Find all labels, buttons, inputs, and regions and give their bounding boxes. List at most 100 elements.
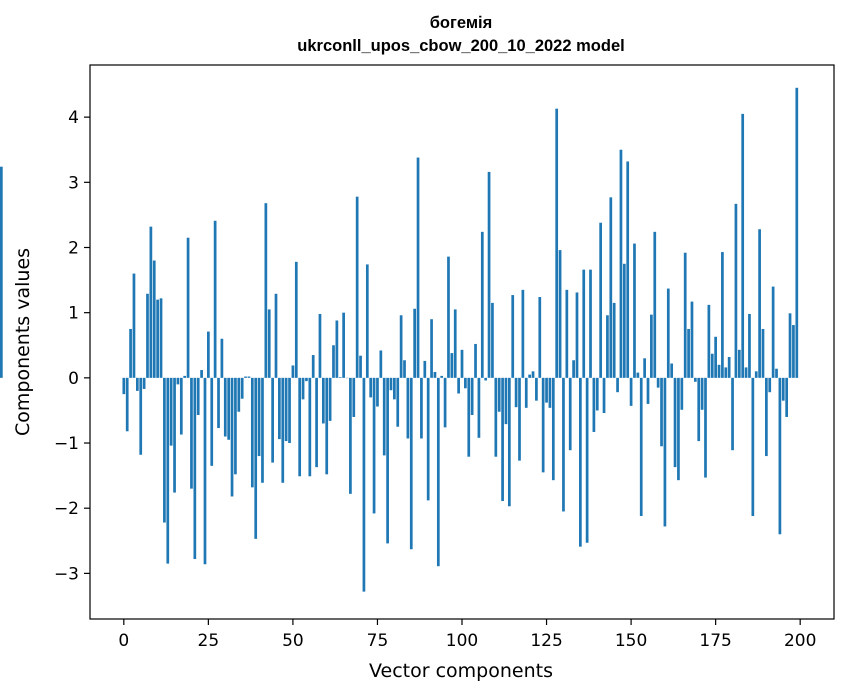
plot-frame	[89, 64, 835, 620]
bar	[305, 377, 308, 382]
bar	[636, 372, 640, 378]
bar	[551, 377, 555, 481]
bar	[504, 377, 508, 425]
bar	[612, 302, 616, 378]
bar	[247, 376, 251, 378]
x-tick-label: 100	[446, 631, 478, 651]
bar	[135, 377, 139, 391]
bar	[325, 377, 329, 475]
bar	[467, 377, 471, 457]
x-tick-label: 25	[198, 631, 220, 651]
bar	[639, 377, 643, 517]
bar	[579, 377, 582, 547]
bar	[156, 299, 159, 378]
x-tick-label: 150	[615, 631, 647, 651]
bar	[653, 231, 657, 378]
bar	[244, 376, 247, 378]
bar	[477, 377, 481, 438]
bar	[460, 349, 464, 378]
bar	[362, 377, 366, 592]
bar	[281, 377, 285, 483]
bar	[656, 377, 660, 388]
bar	[754, 371, 758, 378]
bar	[741, 113, 745, 378]
x-tick-label: 175	[699, 631, 731, 651]
bar	[169, 377, 173, 446]
y-tick-label: 0	[68, 369, 79, 389]
bar	[541, 377, 545, 473]
bar	[318, 313, 322, 378]
bar	[731, 377, 734, 451]
bar	[555, 108, 559, 378]
bar	[203, 377, 207, 565]
bar	[514, 377, 518, 408]
bar	[271, 377, 274, 463]
bar	[200, 370, 203, 378]
bar	[413, 308, 417, 378]
bar	[210, 377, 214, 466]
bar	[278, 377, 281, 440]
bar	[480, 231, 484, 378]
bar	[474, 343, 477, 378]
bar	[548, 377, 552, 408]
bar	[416, 157, 420, 378]
bar	[528, 374, 531, 378]
bar	[724, 367, 728, 378]
bar	[700, 377, 704, 410]
bar	[727, 356, 731, 378]
x-axis-label: Vector components	[369, 660, 553, 682]
bar	[173, 377, 176, 493]
x-tick-label: 0	[118, 631, 129, 651]
bar	[666, 288, 670, 378]
bar	[393, 377, 396, 400]
bar	[565, 289, 569, 378]
y-axis-label: Components values	[12, 248, 34, 436]
bar	[683, 252, 687, 378]
bar	[369, 377, 373, 398]
bar	[761, 328, 765, 378]
bar	[230, 377, 234, 497]
bar	[606, 315, 609, 378]
bar	[379, 350, 383, 378]
bar	[599, 222, 603, 378]
bar	[453, 309, 457, 378]
bar	[196, 377, 200, 415]
bar	[166, 377, 170, 564]
bar	[321, 377, 325, 424]
bar	[487, 171, 491, 378]
bar	[403, 360, 406, 378]
y-tick-label: 1	[68, 304, 79, 324]
bar	[545, 377, 548, 403]
bar	[274, 293, 278, 378]
bar	[149, 226, 153, 378]
bar	[589, 269, 592, 378]
bar	[311, 355, 315, 378]
bar	[558, 250, 562, 378]
bar	[785, 377, 789, 417]
bar	[220, 338, 224, 378]
bar	[758, 229, 761, 378]
bar	[291, 365, 295, 378]
bar	[436, 377, 440, 567]
bar	[440, 375, 444, 378]
bar	[535, 377, 538, 401]
bar	[464, 377, 467, 389]
bar	[372, 377, 376, 514]
bar	[179, 377, 183, 435]
bar	[507, 377, 511, 507]
y-tick-label: −1	[54, 434, 79, 454]
chart-subtitle: ukrconll_upos_cbow_200_10_2022 model	[297, 37, 624, 55]
bar	[792, 325, 795, 378]
bar	[680, 377, 684, 410]
bar	[386, 377, 389, 544]
bar	[575, 292, 579, 378]
bar	[142, 377, 146, 389]
bar	[227, 377, 231, 440]
bar	[619, 149, 623, 378]
bar	[328, 377, 332, 421]
bar	[660, 377, 663, 447]
bar	[152, 260, 156, 378]
bar	[795, 87, 799, 378]
